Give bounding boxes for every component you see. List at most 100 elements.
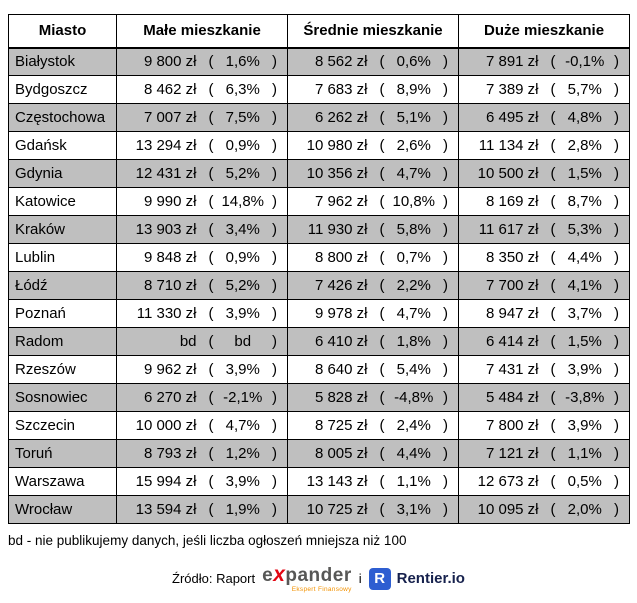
price-cell: 7 683 zł [287, 75, 376, 104]
city-cell: Poznań [8, 299, 117, 328]
price-cell: 6 410 zł [287, 327, 376, 356]
price-cell: 7 700 zł [458, 271, 547, 300]
price-cell: 9 978 zł [287, 299, 376, 328]
pct-cell: (8,9%) [375, 75, 460, 104]
price-cell: 7 121 zł [458, 439, 547, 468]
city-cell: Wrocław [8, 495, 117, 524]
pct-cell: (1,8%) [375, 327, 460, 356]
pct-cell: (5,7%) [546, 75, 631, 104]
price-cell: 10 500 zł [458, 159, 547, 188]
pct-cell: (-0,1%) [546, 47, 631, 76]
pct-cell: (1,1%) [375, 467, 460, 496]
pct-cell: (5,1%) [375, 103, 460, 132]
price-cell: 7 891 zł [458, 47, 547, 76]
price-cell: 6 414 zł [458, 327, 547, 356]
price-cell: 6 270 zł [116, 383, 205, 412]
table-row: Gdańsk 13 294 zł(0,9%) 10 980 zł(2,6%) 11 1… [8, 131, 631, 160]
table-row: Łódź 8 710 zł(5,2%) 7 426 zł(2,2%) 7 700 zł… [8, 271, 631, 300]
table-row: Białystok 9 800 zł(1,6%) 8 562 zł(0,6%) 7 8… [8, 47, 631, 76]
pct-cell: (4,4%) [546, 243, 631, 272]
pct-cell: (-3,8%) [546, 383, 631, 412]
price-cell: 8 947 zł [458, 299, 547, 328]
price-cell: 7 800 zł [458, 411, 547, 440]
source-connector: i [358, 571, 362, 586]
pct-cell: (8,7%) [546, 187, 631, 216]
table-row: Radom bd(bd) 6 410 zł(1,8%) 6 414 zł(1,5%) [8, 327, 631, 356]
expander-logo: expander Ekspert Finansowy [262, 564, 352, 593]
price-cell: 13 143 zł [287, 467, 376, 496]
price-cell: 8 562 zł [287, 47, 376, 76]
table-row: Rzeszów 9 962 zł (3,9%) 8 640 zł(5,4%) 7 431… [8, 355, 631, 384]
price-cell: 8 640 zł [287, 355, 376, 384]
price-cell: 10 725 zł [287, 495, 376, 524]
pct-cell: (3,7%) [546, 299, 631, 328]
price-cell: 11 617 zł [458, 215, 547, 244]
price-cell: 13 294 zł [116, 131, 205, 160]
header-medium-apartment: Średnie mieszkanie [286, 14, 460, 49]
pct-cell: (4,4%) [375, 439, 460, 468]
pct-cell: (3,9%) [546, 355, 631, 384]
price-cell: 8 710 zł [116, 271, 205, 300]
price-cell: 8 169 zł [458, 187, 547, 216]
pct-cell: (3,4%) [204, 215, 288, 244]
price-cell: 5 828 zł [287, 383, 376, 412]
price-cell: 9 800 zł [116, 47, 205, 76]
city-cell: Białystok [8, 47, 117, 76]
city-cell: Sosnowiec [8, 383, 117, 412]
table-row: Lublin 9 848 zł(0,9%) 8 800 zł(0,7%) 8 350 … [8, 243, 631, 272]
pct-cell: (5,2%) [204, 159, 288, 188]
price-cell: 8 793 zł [116, 439, 205, 468]
price-cell: 10 356 zł [287, 159, 376, 188]
pct-cell: (7,5%) [204, 103, 288, 132]
price-cell: 7 962 zł [287, 187, 376, 216]
price-cell: 9 990 zł [116, 187, 205, 216]
price-cell: 13 903 zł [116, 215, 205, 244]
city-cell: Lublin [8, 243, 117, 272]
pct-cell: (0,9%) [204, 131, 288, 160]
pct-cell: (4,7%) [375, 299, 460, 328]
price-table: Miasto Małe mieszkanie Średnie mieszkani… [8, 14, 631, 524]
header-large-apartment: Duże mieszkanie [458, 14, 631, 49]
city-cell: Częstochowa [8, 103, 117, 132]
price-cell: 8 005 zł [287, 439, 376, 468]
footnote: bd - nie publikujemy danych, jeśli liczb… [8, 533, 407, 548]
city-cell: Rzeszów [8, 355, 117, 384]
expander-x-icon: x [273, 563, 286, 586]
expander-tagline: Ekspert Finansowy [291, 585, 352, 593]
price-cell: 11 930 zł [287, 215, 376, 244]
city-cell: Radom [8, 327, 117, 356]
city-cell: Katowice [8, 187, 117, 216]
pct-cell: (2,8%) [546, 131, 631, 160]
table-header-row: Miasto Małe mieszkanie Średnie mieszkani… [8, 14, 631, 49]
price-cell: 5 484 zł [458, 383, 547, 412]
pct-cell: (0,6%) [375, 47, 460, 76]
city-cell: Warszawa [8, 467, 117, 496]
pct-cell: (0,9%) [204, 243, 288, 272]
city-cell: Bydgoszcz [8, 75, 117, 104]
price-cell: 10 980 zł [287, 131, 376, 160]
pct-cell: (2,6%) [375, 131, 460, 160]
pct-cell: (6,3%) [204, 75, 288, 104]
price-cell: 6 495 zł [458, 103, 547, 132]
price-cell: 7 431 zł [458, 355, 547, 384]
pct-cell: (5,4%) [375, 355, 460, 384]
source-row: Źródło: Raport expander Ekspert Finansow… [8, 564, 629, 593]
price-cell: 12 673 zł [458, 467, 547, 496]
price-cell: 9 962 zł [116, 355, 205, 384]
price-cell: bd [116, 327, 205, 356]
pct-cell: (3,9%) [204, 467, 288, 496]
pct-cell: (10,8%) [375, 187, 460, 216]
price-cell: 6 262 zł [287, 103, 376, 132]
table-row: Wrocław 13 594 zł(1,9%) 10 725 zł(3,1%) 10 … [8, 495, 631, 524]
price-cell: 15 994 zł [116, 467, 205, 496]
table-row: Poznań 11 330 zł(3,9%) 9 978 zł(4,7%) 8 947… [8, 299, 631, 328]
table-row: Warszawa 15 994 zł(3,9%) 13 143 zł(1,1%) 12… [8, 467, 631, 496]
pct-cell: (1,2%) [204, 439, 288, 468]
price-cell: 8 800 zł [287, 243, 376, 272]
table-row: Kraków 13 903 zł(3,4%) 11 930 zł(5,8%) 11 6… [8, 215, 631, 244]
price-cell: 8 350 zł [458, 243, 547, 272]
expander-wordmark: expander [262, 563, 352, 586]
header-small-apartment: Małe mieszkanie [116, 14, 288, 49]
rentier-r-icon: R [368, 567, 391, 590]
table-row: Bydgoszcz 8 462 zł(6,3%) 7 683 zł(8,9%) 7 3… [8, 75, 631, 104]
